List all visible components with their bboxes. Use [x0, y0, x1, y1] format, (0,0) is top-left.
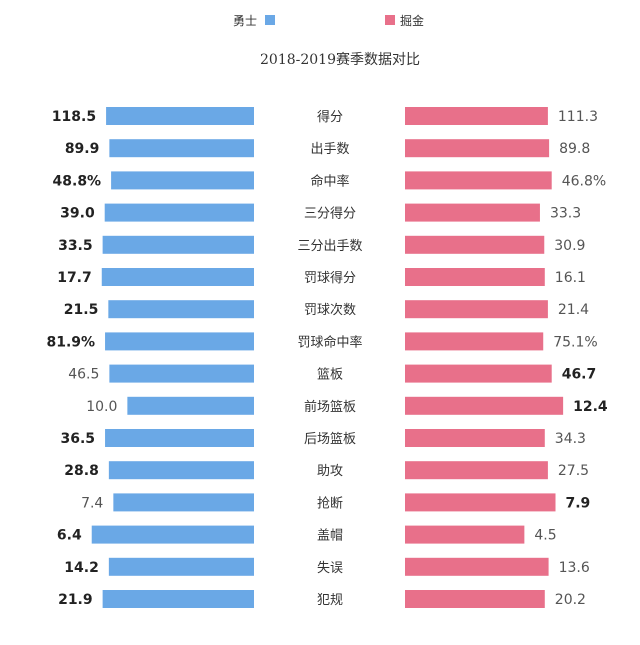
value-label-nuggets: 21.4	[558, 302, 589, 318]
bar-warriors	[108, 461, 254, 480]
bar-warriors	[102, 235, 254, 254]
value-label-warriors: 48.8%	[53, 173, 102, 189]
value-label-nuggets: 34.3	[555, 431, 586, 447]
category-label: 盖帽	[317, 528, 343, 544]
value-label-nuggets: 4.5	[534, 528, 556, 544]
value-label-warriors: 10.0	[86, 399, 117, 415]
value-label-nuggets: 33.3	[550, 206, 581, 222]
value-label-warriors: 21.5	[64, 302, 99, 318]
category-label: 罚球得分	[304, 270, 356, 286]
value-label-nuggets: 111.3	[558, 109, 598, 125]
bar-nuggets	[405, 300, 548, 319]
value-label-nuggets: 16.1	[555, 270, 586, 286]
category-label: 得分	[317, 109, 343, 125]
value-label-warriors: 14.2	[64, 560, 99, 576]
category-label: 命中率	[310, 173, 349, 189]
bar-nuggets	[405, 171, 552, 190]
bar-warriors	[109, 139, 254, 158]
bar-nuggets	[405, 525, 525, 544]
bar-warriors	[111, 171, 255, 190]
value-label-warriors: 28.8	[64, 463, 99, 479]
bar-warriors	[108, 300, 254, 319]
value-label-nuggets: 46.8%	[562, 173, 606, 189]
category-label: 抢断	[317, 495, 343, 511]
bar-warriors	[113, 493, 254, 512]
value-label-warriors: 21.9	[58, 592, 93, 608]
value-label-warriors: 118.5	[52, 109, 96, 125]
bar-warriors	[106, 107, 255, 125]
bar-warriors	[102, 590, 254, 608]
category-label: 助攻	[317, 464, 343, 479]
category-label: 三分出手数	[297, 239, 362, 254]
category-label: 三分得分	[304, 206, 356, 222]
value-label-nuggets: 75.1%	[553, 334, 597, 350]
bar-nuggets	[405, 364, 552, 383]
value-label-warriors: 7.4	[81, 495, 103, 511]
category-label: 前场篮板	[304, 399, 356, 415]
value-label-warriors: 89.9	[65, 141, 100, 157]
value-label-warriors: 36.5	[61, 431, 96, 447]
bar-nuggets	[405, 461, 548, 480]
bar-nuggets	[405, 590, 545, 608]
value-label-warriors: 17.7	[57, 270, 92, 286]
value-label-nuggets: 13.6	[559, 560, 590, 576]
bar-warriors	[104, 203, 255, 222]
legend-label-warriors: 勇士	[233, 14, 257, 28]
watermark-text: 悟空问答	[530, 620, 582, 636]
category-label: 犯规	[317, 593, 343, 608]
bar-warriors	[105, 332, 254, 351]
bar-warriors	[109, 364, 254, 383]
value-label-warriors: 81.9%	[46, 334, 95, 350]
bar-warriors	[101, 268, 254, 286]
category-label: 失误	[317, 561, 343, 576]
bar-warriors	[91, 525, 254, 544]
bar-nuggets	[405, 139, 550, 158]
value-label-warriors: 39.0	[60, 206, 95, 222]
value-label-warriors: 6.4	[57, 528, 82, 544]
category-label: 出手数	[310, 142, 349, 157]
watermark: 悟空问答	[510, 619, 582, 636]
bar-warriors	[127, 396, 254, 415]
value-label-nuggets: 12.4	[573, 399, 608, 415]
bar-nuggets	[405, 557, 549, 576]
bar-nuggets	[405, 493, 556, 512]
bar-warriors	[105, 429, 254, 447]
value-label-nuggets: 46.7	[562, 367, 597, 383]
value-label-warriors: 33.5	[58, 238, 93, 254]
bar-nuggets	[405, 107, 548, 125]
bar-nuggets	[405, 203, 540, 222]
legend-label-nuggets: 掘金	[400, 13, 424, 28]
value-label-nuggets: 30.9	[554, 238, 585, 254]
category-label: 篮板	[317, 368, 343, 383]
category-label: 罚球命中率	[297, 334, 362, 350]
value-label-nuggets: 89.8	[559, 141, 590, 157]
bar-nuggets	[405, 268, 545, 286]
bars-group: 118.5 得分 111.3 89.9 出手数 89.8 48.8% 命中率 46.8% 39.0…	[46, 107, 608, 608]
value-label-nuggets: 27.5	[558, 463, 589, 479]
wukong-logo-icon	[510, 619, 526, 635]
bar-nuggets	[405, 429, 545, 447]
value-label-nuggets: 7.9	[566, 495, 591, 511]
legend-swatch-nuggets	[385, 15, 395, 25]
legend-swatch-warriors	[265, 15, 275, 25]
legend: 勇士 掘金	[233, 13, 424, 28]
bar-nuggets	[405, 235, 545, 254]
bar-nuggets	[405, 396, 564, 415]
category-label: 罚球次数	[304, 302, 356, 318]
category-label: 后场篮板	[304, 432, 356, 447]
value-label-warriors: 46.5	[68, 367, 99, 383]
bar-nuggets	[405, 332, 544, 351]
value-label-nuggets: 20.2	[555, 592, 586, 608]
bar-warriors	[108, 557, 254, 576]
chart-title: 2018-2019赛季数据对比	[260, 52, 420, 68]
